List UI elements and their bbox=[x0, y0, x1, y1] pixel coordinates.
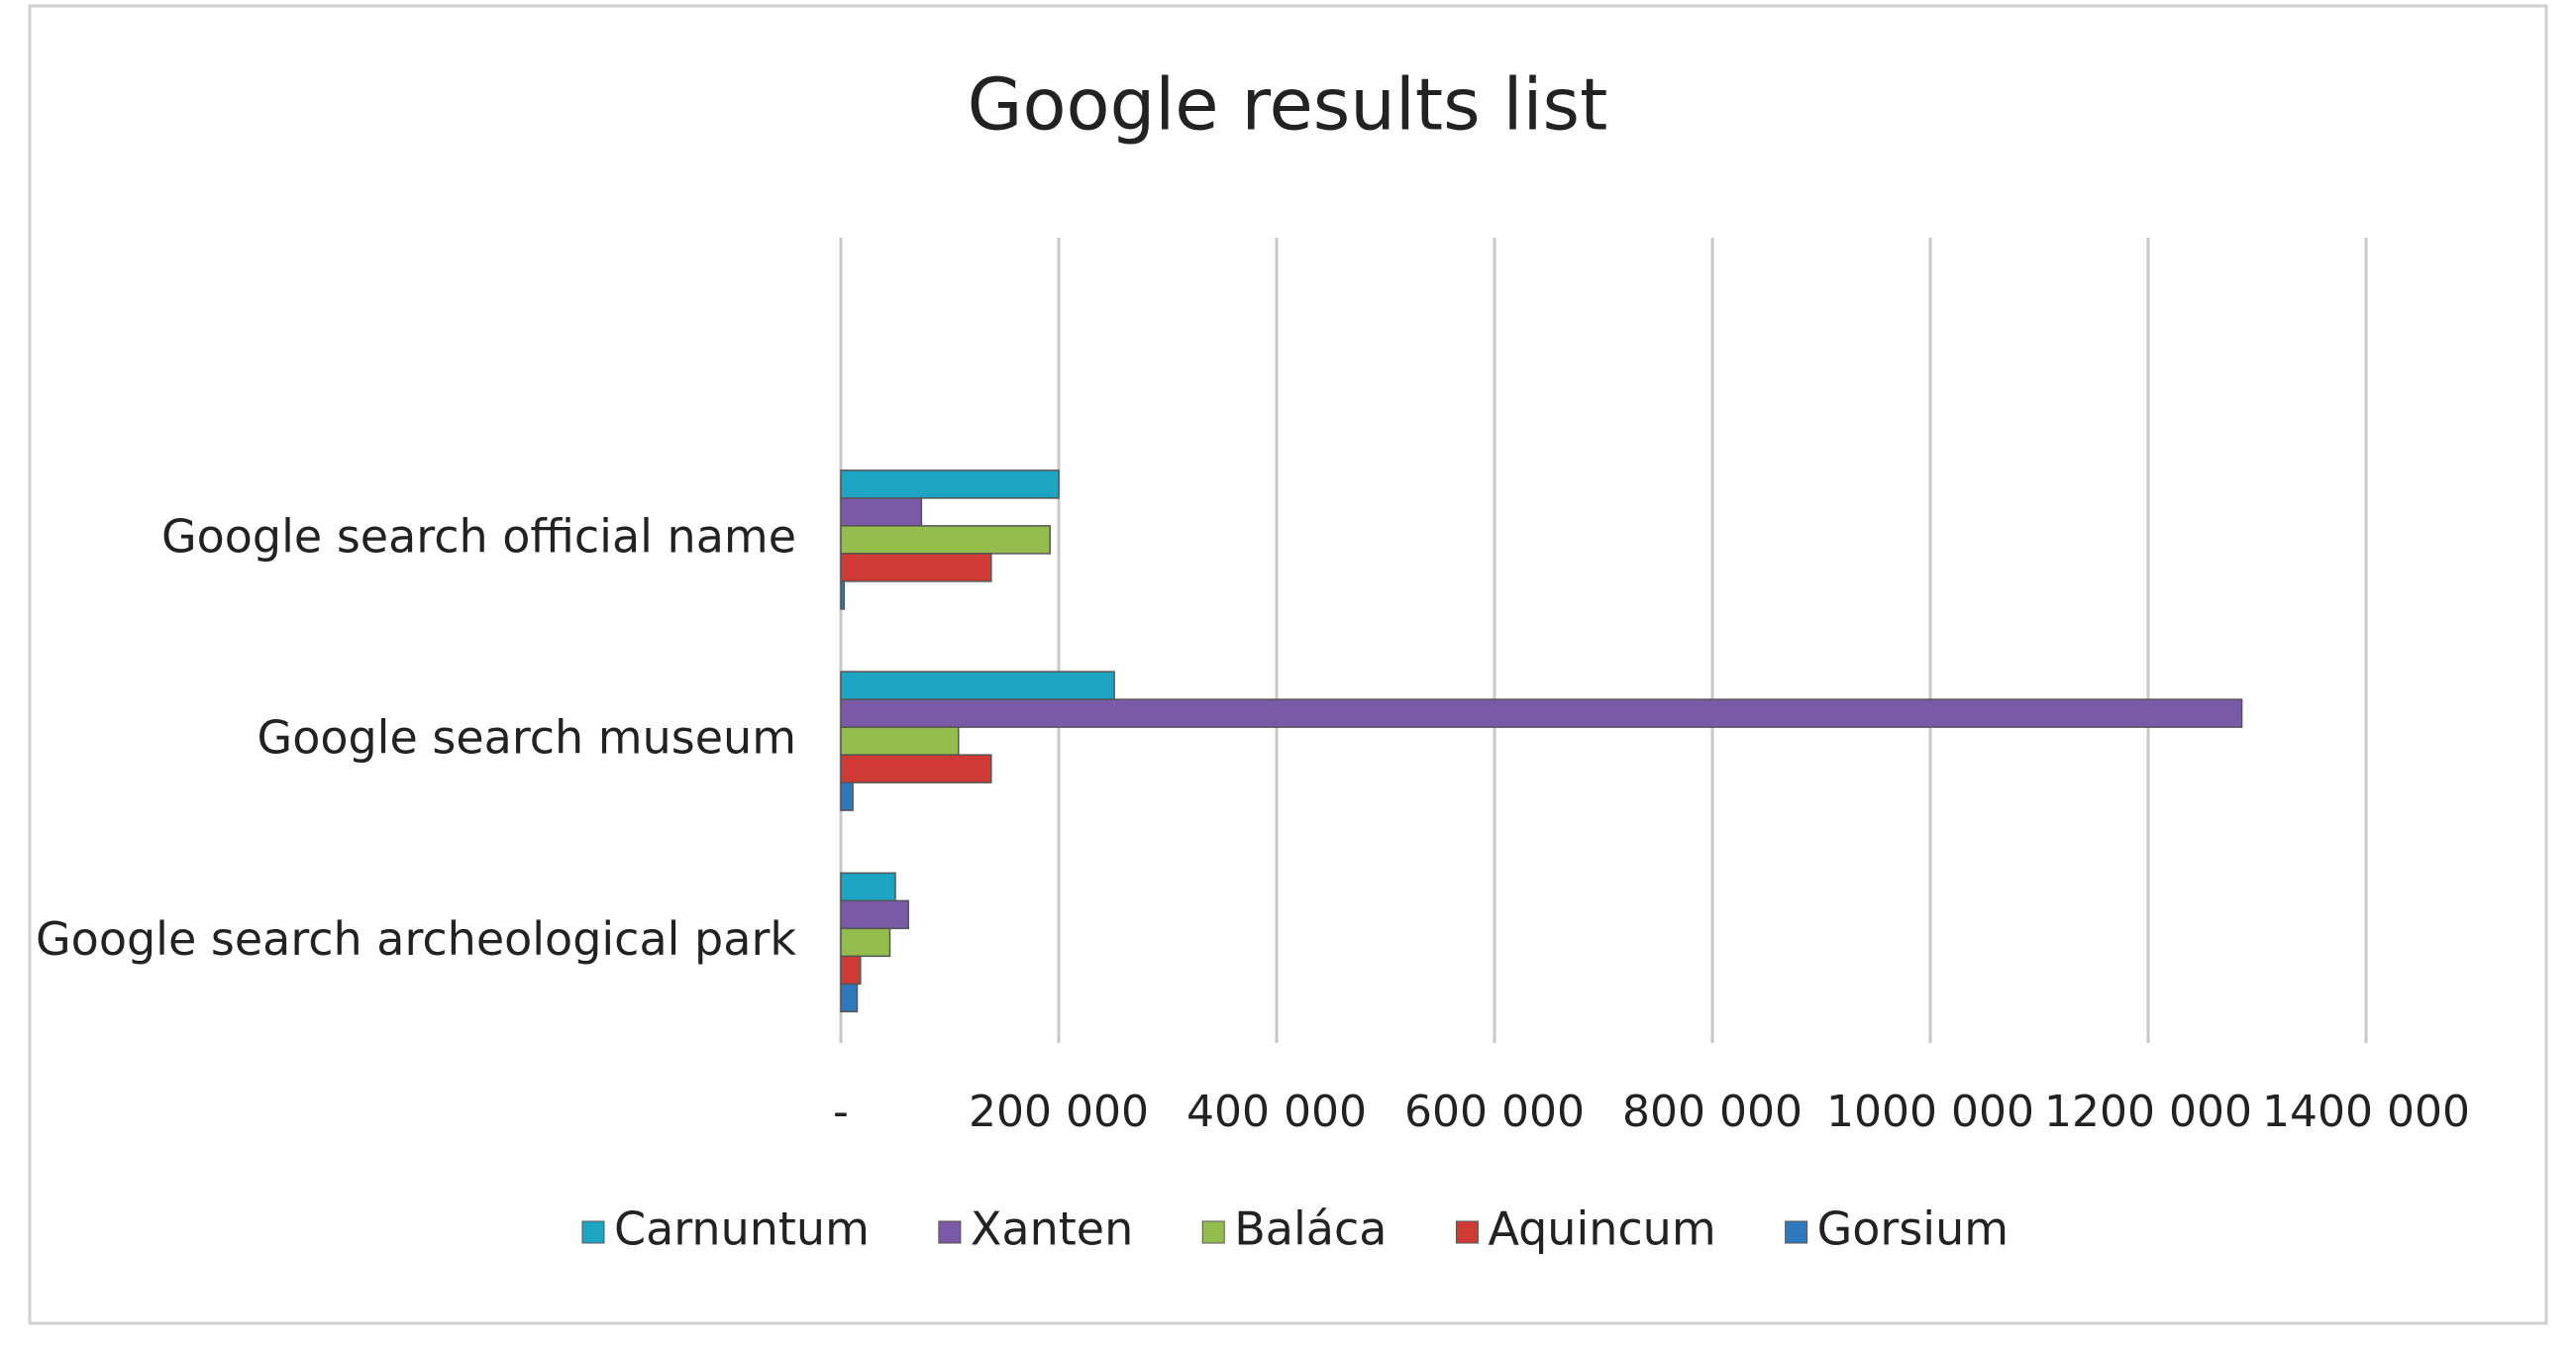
x-tick-label: 600 000 bbox=[1404, 1087, 1585, 1137]
y-tick-label: Google search museum bbox=[258, 711, 796, 765]
legend-swatch bbox=[938, 1220, 962, 1244]
x-tick-label: - bbox=[833, 1087, 849, 1137]
bar bbox=[840, 525, 1051, 555]
legend-swatch bbox=[1455, 1220, 1479, 1244]
x-tick-label: 1400 000 bbox=[2262, 1087, 2470, 1137]
bar bbox=[840, 872, 896, 902]
x-tick-label: 400 000 bbox=[1186, 1087, 1367, 1137]
x-tick-label: 800 000 bbox=[1622, 1087, 1803, 1137]
legend-swatch bbox=[1785, 1220, 1808, 1244]
chart-frame bbox=[28, 4, 2548, 1325]
bar bbox=[840, 553, 992, 582]
bar bbox=[840, 497, 923, 527]
x-tick-label: 200 000 bbox=[969, 1087, 1149, 1137]
bar bbox=[840, 698, 2243, 728]
bar bbox=[840, 955, 862, 986]
bar bbox=[840, 754, 992, 783]
x-tick-label: 1200 000 bbox=[2044, 1087, 2252, 1137]
legend-label: Baláca bbox=[1234, 1202, 1387, 1256]
legend-label: Aquincum bbox=[1488, 1202, 1715, 1256]
bar bbox=[840, 927, 891, 958]
bar bbox=[840, 671, 1115, 700]
x-tick-label: 1000 000 bbox=[1826, 1087, 2034, 1137]
bar bbox=[840, 983, 859, 1013]
y-tick-label: Google search archeological park bbox=[36, 912, 796, 966]
bar bbox=[840, 580, 846, 610]
bar bbox=[840, 726, 960, 756]
legend-swatch bbox=[581, 1220, 605, 1244]
y-tick-label: Google search official name bbox=[161, 509, 796, 563]
legend-label: Xanten bbox=[971, 1202, 1133, 1256]
bar bbox=[840, 782, 854, 811]
bar bbox=[840, 899, 909, 930]
bar bbox=[840, 469, 1060, 499]
legend-label: Carnuntum bbox=[614, 1202, 870, 1256]
legend-swatch bbox=[1201, 1220, 1225, 1244]
legend-label: Gorsium bbox=[1817, 1202, 2009, 1256]
chart-title: Google results list bbox=[968, 63, 1608, 147]
